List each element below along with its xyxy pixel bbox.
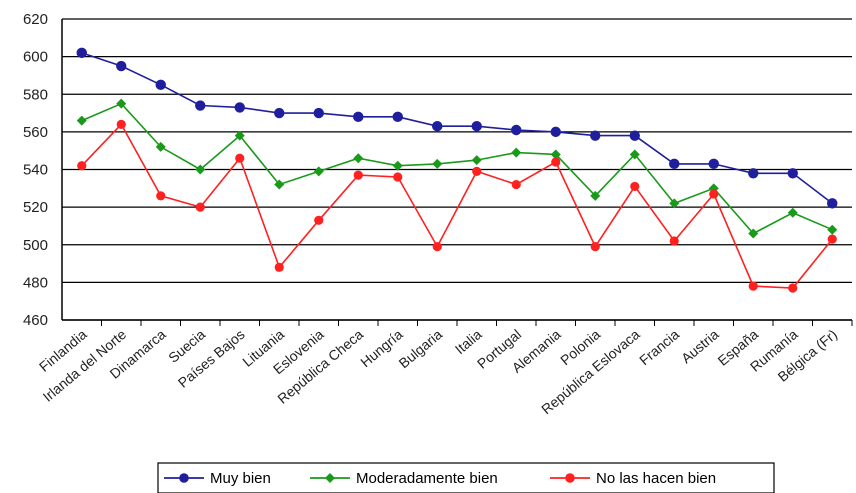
data-point [77,161,87,171]
data-point [472,166,482,176]
series-layer [76,47,838,293]
series-2 [76,98,838,239]
y-tick-label: 580 [23,86,48,103]
x-category-label: Bulgaria [396,326,446,371]
legend-box [157,462,775,493]
legend-label: Muy bien [210,470,271,487]
data-point [156,191,166,201]
data-point [669,158,680,170]
legend-entry: Muy bien [164,470,271,487]
data-point [432,158,443,169]
data-point [313,107,324,119]
data-point [392,111,403,123]
data-point [353,111,364,123]
data-point [195,202,205,212]
data-point [511,147,522,158]
y-tick-label: 540 [23,162,48,179]
data-point [274,107,285,119]
y-tick-label: 480 [23,274,48,291]
data-point [748,228,759,239]
series-line [81,122,833,289]
legend-label: No las hacen bien [596,470,716,487]
data-point [76,115,87,126]
data-point [234,130,245,141]
x-category-label: Austria [678,326,722,366]
data-point [471,155,482,166]
x-category-label: Italia [452,326,485,357]
data-point [116,60,127,72]
data-point [827,234,837,244]
data-point [748,281,758,291]
data-point [708,158,719,170]
data-point [314,215,324,225]
data-point [353,153,364,164]
data-point [827,198,838,209]
data-point [787,207,798,218]
y-tick-label: 500 [23,237,48,254]
data-point [393,172,403,182]
legend-label: Moderadamente bien [356,470,498,487]
data-point [669,236,679,246]
data-point [274,262,284,272]
data-point [787,168,798,179]
legend: Muy bien Moderadamente bien No las hacen b… [157,462,775,493]
x-category-label: Francia [636,326,682,368]
y-tick-label: 620 [23,11,48,28]
data-point [590,190,601,201]
data-point [511,179,521,190]
data-point [827,224,838,235]
data-point [550,149,561,160]
data-point [353,170,363,180]
data-point [234,102,245,113]
y-tick-label: 560 [23,124,48,141]
series-1 [76,47,838,209]
data-point [195,100,206,111]
legend-entry: No las hacen bien [550,470,716,487]
data-point [195,164,206,175]
y-tick-label: 520 [23,199,48,216]
data-point [313,166,324,177]
legend-marker [325,473,335,483]
legend-entry: Moderadamente bien [310,470,498,487]
data-point [550,126,561,138]
data-point [629,130,640,141]
data-point [235,153,245,163]
data-point [511,124,522,136]
data-point [630,181,640,192]
legend-marker [565,473,575,483]
data-point [116,98,127,109]
data-point [76,47,87,59]
series-line [81,102,833,235]
data-point [590,130,601,141]
data-point [590,242,600,252]
y-tick-label: 600 [23,49,48,66]
gridlines [62,18,852,321]
series-3 [77,119,837,293]
data-point [669,198,680,209]
data-point [748,168,759,179]
data-point [432,121,443,132]
data-point [471,121,482,132]
legend-marker [179,473,189,483]
y-tick-label: 460 [23,312,48,329]
series-line [81,52,833,205]
data-point [432,242,442,252]
data-point [629,149,640,160]
data-point [274,179,285,190]
data-point [551,157,561,167]
data-point [155,79,166,91]
y-axis: 460 480 500 520 540 560 580 600 620 [23,11,63,329]
data-point [116,119,126,129]
data-point [392,160,403,171]
data-point [788,283,798,293]
data-point [155,141,166,152]
data-point [709,189,719,199]
